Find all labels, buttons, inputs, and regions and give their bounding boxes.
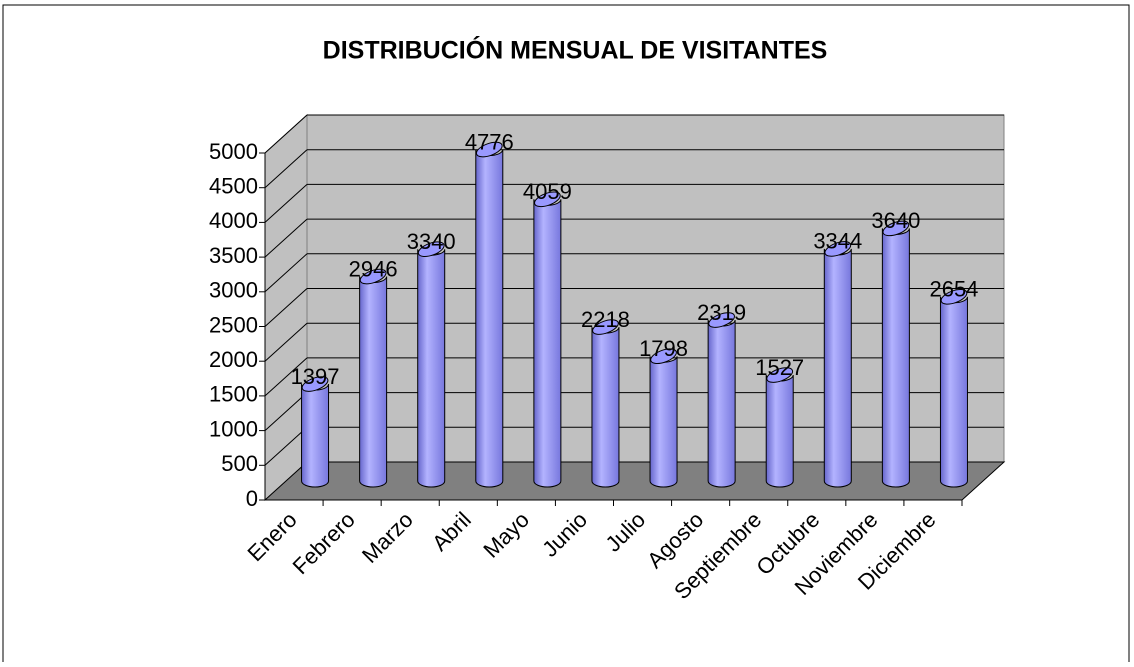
grid-line xyxy=(264,357,308,397)
y-tick-label: 4500 xyxy=(209,174,258,199)
y-tick-label: 3000 xyxy=(209,278,258,303)
bar xyxy=(475,149,504,488)
y-tick-label: 500 xyxy=(221,451,258,476)
data-label: 2946 xyxy=(349,256,398,281)
y-tick-label: 0 xyxy=(246,486,258,511)
bar-top xyxy=(534,191,561,208)
data-label: 1397 xyxy=(291,364,340,389)
bar-top xyxy=(592,319,619,335)
bar-top xyxy=(359,268,387,285)
bar-top xyxy=(301,376,329,392)
data-label: 3340 xyxy=(407,229,456,254)
grid-line xyxy=(264,253,308,293)
bar xyxy=(881,228,910,488)
y-tick-label: 1500 xyxy=(209,382,258,407)
grid-line xyxy=(264,288,308,327)
y-tick-label: 1000 xyxy=(209,416,258,441)
y-tick-label: 3500 xyxy=(209,243,258,268)
data-label: 1527 xyxy=(755,355,804,380)
chart-title: DISTRIBUCIÓN MENSUAL DE VISITANTES xyxy=(323,35,828,65)
bar-top xyxy=(708,312,735,328)
bar xyxy=(823,248,852,488)
data-label: 2319 xyxy=(697,300,746,325)
bar-top xyxy=(650,348,677,365)
y-tick-label: 2000 xyxy=(209,347,258,372)
grid-line xyxy=(264,149,308,189)
grid-line xyxy=(264,426,308,466)
y-tick-label: 4000 xyxy=(209,208,258,233)
y-tick-label: 5000 xyxy=(209,139,258,164)
bar xyxy=(591,326,620,488)
y-tick-label: 2500 xyxy=(209,312,258,337)
bar xyxy=(359,276,388,488)
grid-line xyxy=(264,184,308,223)
bar xyxy=(301,383,330,488)
bar-top xyxy=(417,241,445,257)
data-label: 3640 xyxy=(871,208,920,233)
data-label: 1798 xyxy=(639,336,688,361)
data-label: 4059 xyxy=(523,179,572,204)
bar-top xyxy=(475,141,503,158)
grid-line xyxy=(264,114,308,154)
bar-top xyxy=(766,367,794,383)
grid-line xyxy=(264,218,308,258)
data-label: 3344 xyxy=(813,229,862,254)
bar-top xyxy=(882,220,910,237)
bar-top xyxy=(824,241,852,257)
bar xyxy=(649,356,678,488)
data-label: 2218 xyxy=(581,307,630,332)
data-label: 2654 xyxy=(929,277,978,302)
bar xyxy=(707,319,736,488)
bar xyxy=(417,249,446,488)
bar xyxy=(939,296,968,488)
bar xyxy=(533,199,562,488)
grid-line xyxy=(264,392,308,431)
bar-top xyxy=(940,289,968,305)
bar xyxy=(765,374,794,488)
data-label: 4776 xyxy=(465,129,514,154)
grid-line xyxy=(264,322,308,362)
